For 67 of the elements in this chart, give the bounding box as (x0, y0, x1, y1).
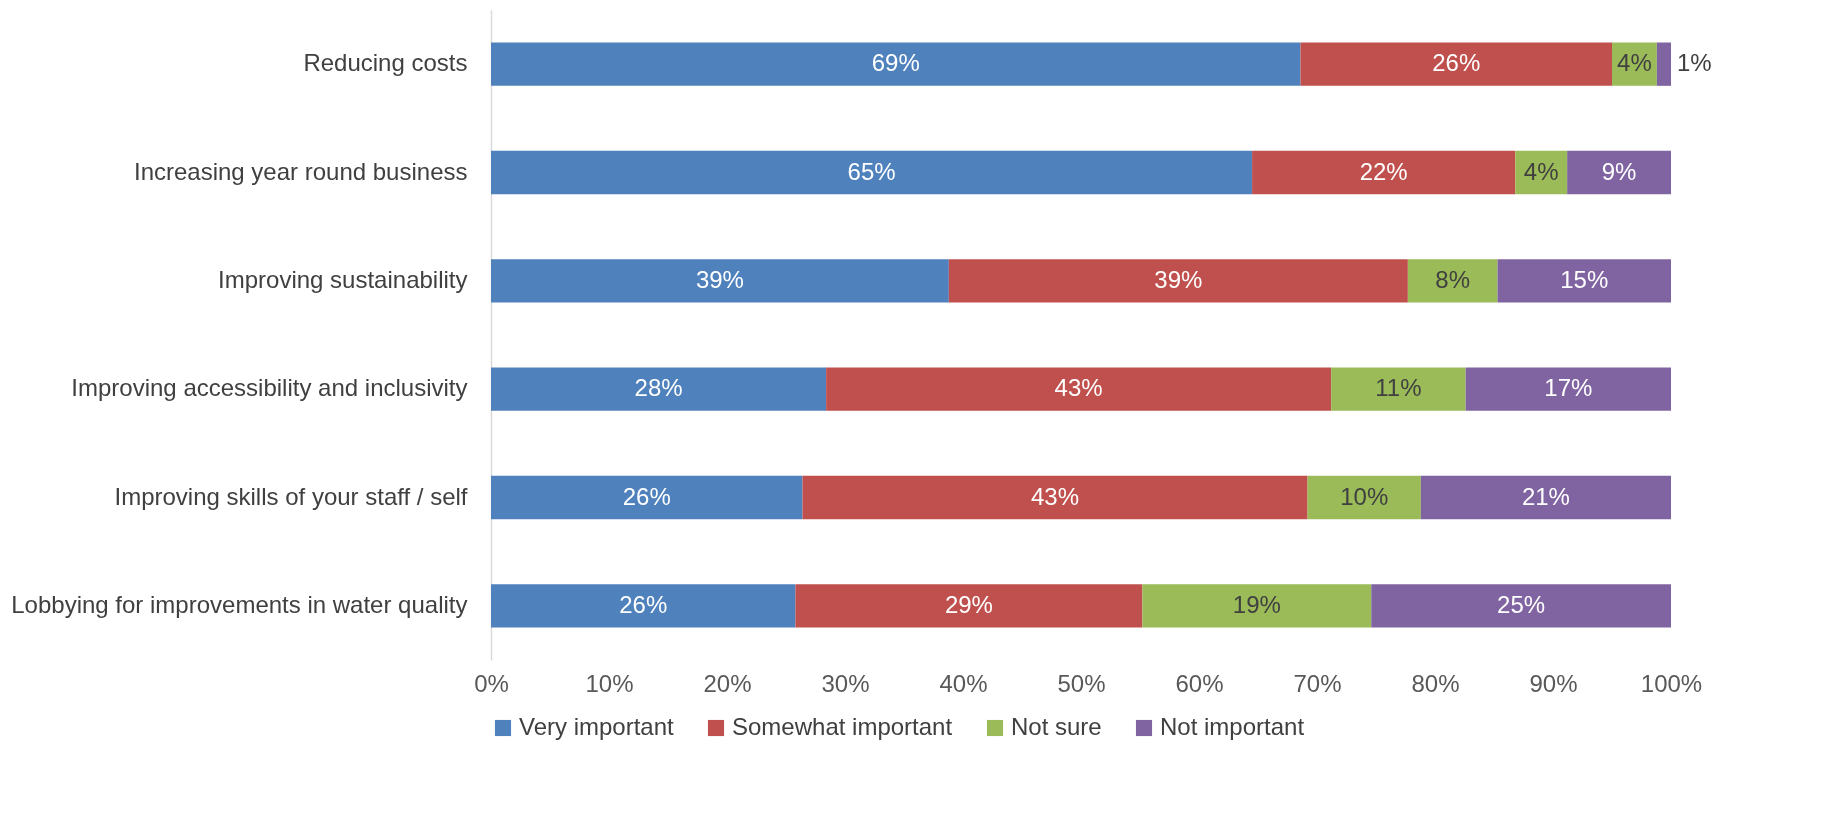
bar (491, 584, 796, 628)
data-label: 26% (622, 482, 671, 510)
data-label: 9% (1601, 157, 1637, 185)
data-label: 21% (1521, 482, 1570, 510)
bar (491, 475, 803, 520)
bar (1656, 42, 1671, 86)
data-label: 69% (871, 49, 920, 77)
bar (1420, 475, 1671, 520)
data-label: 43% (1054, 374, 1103, 402)
data-label: 28% (634, 374, 683, 402)
legend-label: Not important (1160, 713, 1305, 740)
bar (1142, 584, 1372, 628)
x-tick-label: 20% (703, 669, 752, 697)
data-label: 39% (695, 265, 744, 293)
data-label: 19% (1232, 590, 1281, 618)
data-label: 26% (1432, 49, 1481, 77)
data-label: 29% (944, 590, 993, 618)
data-label: 25% (1497, 590, 1546, 618)
x-tick-label: 60% (1175, 669, 1224, 697)
bar (1307, 475, 1421, 520)
bar (1567, 150, 1671, 195)
bar (491, 367, 827, 411)
data-label: 15% (1560, 265, 1609, 293)
data-label: 43% (1031, 482, 1080, 510)
data-label: 8% (1435, 265, 1471, 293)
data-label: 39% (1154, 265, 1203, 293)
y-tick-label: Reducing costs (303, 49, 468, 77)
x-tick-label: 70% (1293, 669, 1342, 697)
data-label: 22% (1359, 157, 1408, 185)
data-label: 4% (1523, 157, 1559, 185)
bar (1252, 150, 1516, 195)
bar (1300, 42, 1612, 86)
legend-label: Not sure (1011, 713, 1102, 740)
bar (1371, 584, 1671, 628)
x-tick-label: 10% (585, 669, 634, 697)
legend-label: Somewhat important (732, 713, 953, 740)
data-label: 11% (1375, 374, 1422, 402)
y-tick-label: Lobbying for improvements in water quality (11, 590, 468, 618)
x-tick-label: 0% (474, 669, 509, 697)
data-label: 10% (1340, 482, 1389, 510)
bar (1497, 259, 1671, 303)
bar (491, 259, 949, 303)
data-label: 1% (1677, 49, 1712, 77)
data-label: 65% (847, 157, 896, 185)
y-tick-label: Improving accessibility and inclusivity (71, 374, 468, 402)
bar (491, 42, 1301, 86)
bar (1407, 259, 1498, 303)
data-label: 17% (1544, 374, 1593, 402)
y-tick-label: Improving sustainability (218, 265, 468, 293)
x-tick-label: 50% (1057, 669, 1106, 697)
x-tick-label: 30% (821, 669, 870, 697)
y-tick-label: Increasing year round business (133, 157, 468, 185)
x-tick-label: 90% (1529, 669, 1578, 697)
bar (491, 150, 1253, 195)
x-tick-label: 80% (1411, 669, 1460, 697)
y-tick-label: Improving skills of your staff / self (114, 482, 468, 510)
data-label: 26% (619, 590, 668, 618)
bar (948, 259, 1408, 303)
data-label: 4% (1617, 49, 1652, 77)
bar (1465, 367, 1671, 411)
bar (795, 584, 1143, 628)
x-tick-label: 100% (1640, 669, 1703, 697)
x-tick-label: 40% (939, 669, 988, 697)
bar (802, 475, 1308, 520)
bar (1331, 367, 1466, 411)
legend-label: Very important (519, 713, 675, 740)
bar (826, 367, 1332, 411)
